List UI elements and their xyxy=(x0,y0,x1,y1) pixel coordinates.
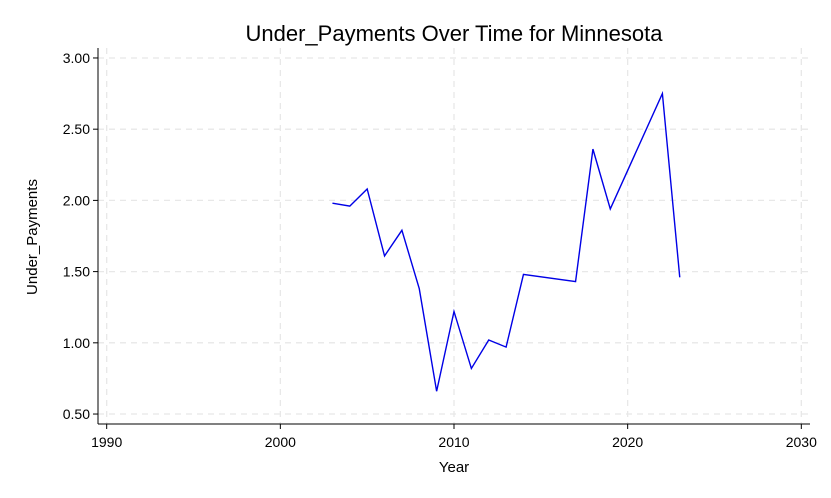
grid-layer xyxy=(98,48,810,424)
y-tick-label: 1.00 xyxy=(63,335,90,351)
y-tick-label: 0.50 xyxy=(63,406,90,422)
x-tick-label: 2030 xyxy=(786,434,817,450)
y-tick-label: 1.50 xyxy=(63,264,90,280)
axes-layer: 0.50 1.00 1.50 2.00 2.50 3.00 1990 2000 2010 2020… xyxy=(63,48,817,450)
x-tick-label: 1990 xyxy=(91,434,122,450)
y-tick-label: 2.00 xyxy=(63,192,90,208)
y-axis-label: Under_Payments xyxy=(24,179,41,295)
y-tick-label: 3.00 xyxy=(63,50,90,66)
chart-title: Under_Payments Over Time for Minnesota xyxy=(246,21,664,46)
series-layer xyxy=(332,90,681,392)
series-line xyxy=(332,90,681,392)
x-axis-label: Year xyxy=(439,459,469,476)
x-tick-label: 2000 xyxy=(265,434,296,450)
x-tick-label: 2020 xyxy=(612,434,643,450)
y-tick-label: 2.50 xyxy=(63,121,90,137)
x-tick-label: 2010 xyxy=(438,434,469,450)
